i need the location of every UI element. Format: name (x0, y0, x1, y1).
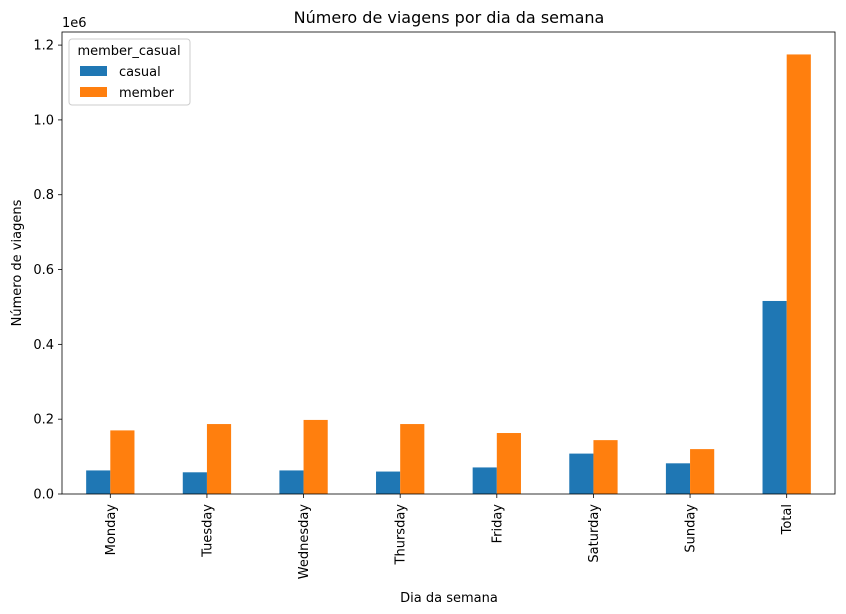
bar-casual-sunday (665, 463, 691, 494)
bar-casual-monday (86, 470, 111, 494)
y-axis-ticks: 0.0 0.2 0.4 0.6 0.8 1.0 1.2 (33, 39, 62, 503)
x-tick-label: Monday (104, 504, 119, 556)
legend: member_casual casual member (68, 38, 191, 106)
bar-member-total (786, 54, 811, 494)
y-axis-offset-label: 1e6 (62, 16, 87, 31)
bar-member-thursday (400, 424, 425, 494)
x-tick-label: Friday (490, 504, 505, 544)
bar-casual-friday (472, 467, 497, 494)
bar-casual-thursday (376, 471, 401, 494)
bar-casual-tuesday (182, 472, 207, 494)
bar-member-monday (110, 430, 135, 494)
x-tick-label: Total (780, 504, 795, 535)
y-tick-label: 1.0 (33, 113, 54, 128)
y-axis-label: Número de viagens (10, 199, 25, 326)
x-axis-label: Dia da semana (400, 591, 498, 606)
x-tick-label: Saturday (587, 504, 602, 563)
bar-member-saturday (593, 440, 618, 494)
legend-swatch-member (80, 87, 107, 97)
bar-member-friday (496, 433, 521, 494)
legend-items: casual member (80, 65, 175, 101)
bar-member-wednesday (303, 419, 328, 494)
y-tick-label: 1.2 (33, 39, 54, 54)
y-tick-label: 0.6 (33, 263, 54, 278)
bar-member-sunday (690, 449, 715, 494)
legend-title: member_casual (77, 44, 180, 59)
legend-swatch-casual (80, 66, 107, 76)
bar-casual-total (762, 300, 787, 494)
plot-area-frame (61, 31, 836, 495)
bar-member-tuesday (206, 424, 232, 494)
x-tick-label: Tuesday (200, 504, 215, 558)
legend-label-member: member (119, 86, 175, 101)
bar-casual-saturday (569, 453, 594, 494)
y-tick-label: 0.0 (33, 488, 54, 503)
legend-label-casual: casual (119, 65, 161, 80)
y-tick-label: 0.4 (33, 338, 54, 353)
x-axis-ticks: Monday Tuesday Wednesday Thursday Friday Satu… (104, 494, 795, 579)
x-tick-label: Wednesday (297, 504, 312, 580)
y-tick-label: 0.8 (33, 188, 54, 203)
bars-group (86, 54, 811, 494)
x-tick-label: Sunday (684, 504, 699, 553)
chart-title: Número de viagens por dia da semana (294, 8, 605, 27)
y-tick-label: 0.2 (33, 413, 54, 428)
x-tick-label: Thursday (394, 504, 409, 566)
bar-casual-wednesday (279, 470, 304, 494)
